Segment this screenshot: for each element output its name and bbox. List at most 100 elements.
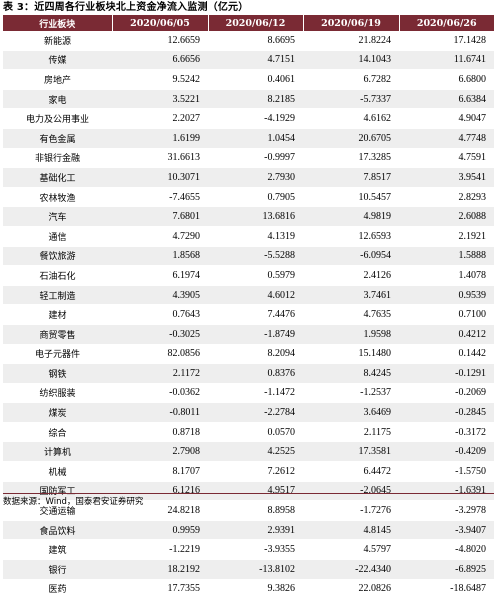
net-inflow-cell: 4.6012 xyxy=(208,285,303,306)
net-inflow-cell: -3.9355 xyxy=(208,539,303,561)
net-inflow-cell: 3.9541 xyxy=(399,167,494,188)
table-row: 基础化工 10.3071 2.7930 7.8517 3.9541 xyxy=(3,167,494,188)
net-inflow-cell: 21.8224 xyxy=(303,31,399,51)
header-date-1: 2020/06/05 xyxy=(111,15,208,31)
table-row: 商贸零售 -0.3025 -1.8749 1.9598 0.4212 xyxy=(3,324,494,345)
net-inflow-cell: 13.6816 xyxy=(208,206,303,227)
net-inflow-cell: 0.4212 xyxy=(399,324,494,345)
net-inflow-cell: -1.2537 xyxy=(303,383,399,404)
net-inflow-cell: 6.6800 xyxy=(399,69,494,90)
table-row: 电子元器件 82.0856 8.2094 15.1480 0.1442 xyxy=(3,344,494,365)
net-inflow-cell: -6.8925 xyxy=(399,559,494,580)
net-inflow-cell: 2.2027 xyxy=(112,108,208,129)
net-inflow-cell: 31.6613 xyxy=(112,148,208,169)
net-inflow-cell: -1.1472 xyxy=(208,383,303,404)
net-inflow-cell: 7.4476 xyxy=(208,304,303,325)
net-inflow-cell: 4.2525 xyxy=(208,441,303,463)
sector-name-cell: 非银行金融 xyxy=(3,148,112,169)
net-inflow-cell: 7.2612 xyxy=(208,461,303,482)
net-inflow-cell: 17.7355 xyxy=(112,579,208,599)
sector-name-cell: 建筑 xyxy=(3,539,112,561)
table-row: 食品饮料 0.9959 2.9391 4.8145 -3.9407 xyxy=(3,520,494,541)
net-inflow-cell: -0.2069 xyxy=(399,383,494,404)
sector-name-cell: 餐饮旅游 xyxy=(3,246,112,267)
sector-name-cell: 商贸零售 xyxy=(3,324,112,345)
net-inflow-cell: 1.8568 xyxy=(112,246,208,267)
net-inflow-cell: 15.1480 xyxy=(303,344,399,365)
net-inflow-cell: 2.7930 xyxy=(208,167,303,188)
sector-name-cell: 电力及公用事业 xyxy=(3,108,112,129)
net-inflow-cell: 6.1974 xyxy=(112,265,208,286)
net-inflow-cell: 0.9959 xyxy=(112,520,208,541)
net-inflow-cell: 2.7908 xyxy=(112,441,208,463)
net-inflow-cell: -1.2219 xyxy=(112,539,208,561)
table-row: 综合 0.8718 0.0570 2.1175 -0.3172 xyxy=(3,422,494,443)
net-inflow-cell: 8.8958 xyxy=(208,500,303,521)
net-inflow-cell: -22.4340 xyxy=(303,559,399,580)
net-inflow-cell: 8.6695 xyxy=(208,31,303,51)
net-inflow-cell: -1.6391 xyxy=(399,481,494,502)
net-inflow-cell: 12.6593 xyxy=(303,226,399,247)
net-inflow-cell: 3.6469 xyxy=(303,402,399,423)
sector-name-cell: 机械 xyxy=(3,461,112,482)
table-row: 传媒 6.6656 4.7151 14.1043 11.6741 xyxy=(3,50,494,71)
net-inflow-cell: 1.5888 xyxy=(399,246,494,267)
net-inflow-cell: 9.5242 xyxy=(112,69,208,90)
net-inflow-cell: -6.0954 xyxy=(303,246,399,267)
net-inflow-cell: 2.1921 xyxy=(399,226,494,247)
net-inflow-cell: 2.1175 xyxy=(303,422,399,443)
table-row: 石油石化 6.1974 0.5979 2.4126 1.4078 xyxy=(3,265,494,286)
table-row: 电力及公用事业 2.2027 -4.1929 4.6162 4.9047 xyxy=(3,108,494,129)
net-inflow-cell: 4.3905 xyxy=(112,285,208,306)
net-inflow-cell: -0.1291 xyxy=(399,363,494,384)
net-inflow-cell: 17.1428 xyxy=(399,31,494,51)
net-inflow-cell: -0.8011 xyxy=(112,402,208,423)
net-inflow-cell: 10.3071 xyxy=(112,167,208,188)
net-inflow-cell: 4.9517 xyxy=(208,481,303,502)
sector-name-cell: 基础化工 xyxy=(3,167,112,188)
header-sector: 行业板块 xyxy=(3,15,112,31)
header-date-2: 2020/06/12 xyxy=(207,15,303,31)
net-inflow-cell: 6.7282 xyxy=(303,69,399,90)
sector-name-cell: 煤炭 xyxy=(3,402,112,423)
net-inflow-cell: -7.4655 xyxy=(112,187,208,208)
net-inflow-cell: -0.0362 xyxy=(112,383,208,404)
sector-name-cell: 电子元器件 xyxy=(3,344,112,365)
table-body: 新能源 12.6659 8.6695 21.8224 17.1428 传媒 6.6656 4.… xyxy=(3,31,494,599)
net-inflow-cell: 11.6741 xyxy=(399,50,494,71)
table-row: 钢铁 2.1172 0.8376 8.4245 -0.1291 xyxy=(3,363,494,384)
sector-name-cell: 传媒 xyxy=(3,50,112,71)
net-inflow-cell: -0.3025 xyxy=(112,324,208,345)
table-row: 计算机 2.7908 4.2525 17.3581 -0.4209 xyxy=(3,441,494,463)
net-inflow-cell: 1.9598 xyxy=(303,324,399,345)
net-inflow-cell: 17.3285 xyxy=(303,148,399,169)
net-inflow-cell: 0.0570 xyxy=(208,422,303,443)
net-inflow-cell: 4.7290 xyxy=(112,226,208,247)
net-inflow-cell: 0.8718 xyxy=(112,422,208,443)
sector-name-cell: 汽车 xyxy=(3,206,112,227)
table-row: 通信 4.7290 4.1319 12.6593 2.1921 xyxy=(3,226,494,247)
net-inflow-cell: -4.1929 xyxy=(208,108,303,129)
table-row: 煤炭 -0.8011 -2.2784 3.6469 -0.2845 xyxy=(3,402,494,423)
page: 表 3：近四周各行业板块北上资金净流入监测（亿元） 行业板块 2020/06/0… xyxy=(3,2,494,599)
sector-name-cell: 有色金属 xyxy=(3,128,112,149)
sector-name-cell: 国防军工 xyxy=(3,481,112,502)
net-inflow-cell: 7.6801 xyxy=(112,206,208,227)
net-inflow-cell: 10.5457 xyxy=(303,187,399,208)
net-inflow-cell: 8.2094 xyxy=(208,344,303,365)
table-row: 机械 8.1707 7.2612 6.4472 -1.5750 xyxy=(3,461,494,482)
net-inflow-cell: 22.0826 xyxy=(303,579,399,599)
net-inflow-cell: 4.7635 xyxy=(303,304,399,325)
net-inflow-cell: 8.4245 xyxy=(303,363,399,384)
net-inflow-cell: 6.6384 xyxy=(399,89,494,110)
sector-name-cell: 纺织服装 xyxy=(3,383,112,404)
net-inflow-cell: 0.9539 xyxy=(399,285,494,306)
header-row: 行业板块 2020/06/05 2020/06/12 2020/06/19 20… xyxy=(3,15,494,31)
table-row: 医药 17.7355 9.3826 22.0826 -18.6487 xyxy=(3,579,494,599)
sector-name-cell: 石油石化 xyxy=(3,265,112,286)
net-inflow-cell: 7.8517 xyxy=(303,167,399,188)
net-inflow-cell: -13.8102 xyxy=(208,559,303,580)
header-date-4: 2020/06/26 xyxy=(398,15,494,31)
net-inflow-cell: 14.1043 xyxy=(303,50,399,71)
sector-name-cell: 计算机 xyxy=(3,441,112,463)
